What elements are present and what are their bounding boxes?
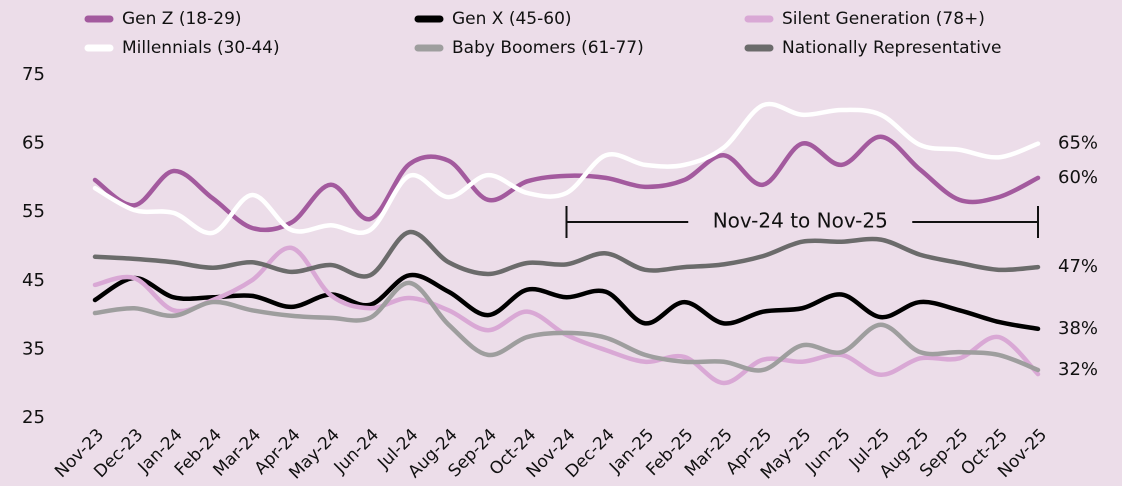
series-line xyxy=(92,229,1041,279)
legend-label: Gen X (45-60) xyxy=(452,9,572,29)
legend-item: Nationally Representative xyxy=(744,38,1001,58)
annotation-bg xyxy=(688,208,913,236)
value-label: 60% xyxy=(1058,167,1098,188)
y-tick-label: 25 xyxy=(22,407,45,428)
legend-label: Silent Generation (78+) xyxy=(782,9,985,29)
legend-item: Gen X (45-60) xyxy=(414,9,572,29)
x-tick-label: Jun-24 xyxy=(330,425,383,478)
legend-item: Silent Generation (78+) xyxy=(744,9,985,29)
series-line xyxy=(92,245,1041,386)
annotation: Nov-24 to Nov-25 xyxy=(713,209,888,233)
series-line xyxy=(92,272,1041,332)
y-tick-label: 45 xyxy=(22,270,45,291)
y-tick-label: 35 xyxy=(22,338,45,359)
legend-label: Baby Boomers (61-77) xyxy=(452,38,644,58)
y-tick-label: 75 xyxy=(22,64,45,85)
series-line xyxy=(92,134,1041,233)
value-label: 47% xyxy=(1058,256,1098,277)
value-label: 65% xyxy=(1058,133,1098,154)
legend-label: Gen Z (18-29) xyxy=(122,9,242,29)
series-line xyxy=(92,101,1041,236)
legend-item: Millennials (30-44) xyxy=(84,38,280,58)
legend-label: Millennials (30-44) xyxy=(122,38,280,58)
series-line xyxy=(92,280,1041,373)
legend-item: Gen Z (18-29) xyxy=(84,9,242,29)
x-tick-label: Jun-25 xyxy=(801,425,854,478)
value-label: 32% xyxy=(1058,359,1098,380)
y-tick-label: 55 xyxy=(22,201,45,222)
y-tick-label: 65 xyxy=(22,133,45,154)
value-label: 38% xyxy=(1058,318,1098,339)
legend-label: Nationally Representative xyxy=(782,38,1001,58)
legend-item: Baby Boomers (61-77) xyxy=(414,38,644,58)
